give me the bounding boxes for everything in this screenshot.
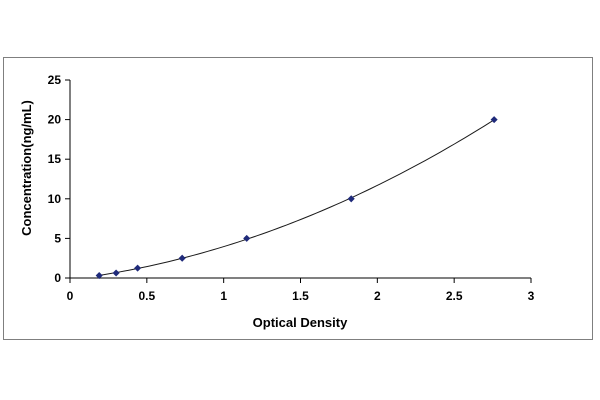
data-point: [95, 272, 103, 280]
x-tick-label: 3: [528, 289, 535, 303]
ticks: 0 0.5 1 1.5 2 2.5 3 0 5 10 15 20 25: [48, 73, 535, 303]
data-point: [347, 195, 355, 203]
x-axis-title: Optical Density: [253, 315, 348, 330]
data-point: [243, 234, 251, 242]
x-tick-label: 1: [220, 289, 227, 303]
x-tick-label: 0.5: [138, 289, 155, 303]
x-tick-label: 2.5: [446, 289, 463, 303]
data-points: [95, 116, 498, 280]
x-tick-label: 1.5: [292, 289, 309, 303]
data-point: [490, 116, 498, 124]
axes: [69, 80, 531, 279]
y-tick-label: 25: [48, 73, 62, 87]
y-axis-title: Concentration(ng/mL): [19, 100, 34, 236]
y-tick-label: 0: [54, 271, 61, 285]
fit-curve: [99, 119, 495, 276]
chart-frame: [3, 57, 593, 340]
y-tick-label: 15: [48, 152, 62, 166]
y-tick-label: 10: [48, 192, 62, 206]
y-tick-label: 5: [54, 231, 61, 245]
data-point: [178, 254, 186, 262]
x-tick-label: 0: [67, 289, 74, 303]
data-point: [134, 264, 142, 272]
x-tick-label: 2: [374, 289, 381, 303]
y-tick-label: 20: [48, 113, 62, 127]
data-point: [112, 269, 120, 277]
